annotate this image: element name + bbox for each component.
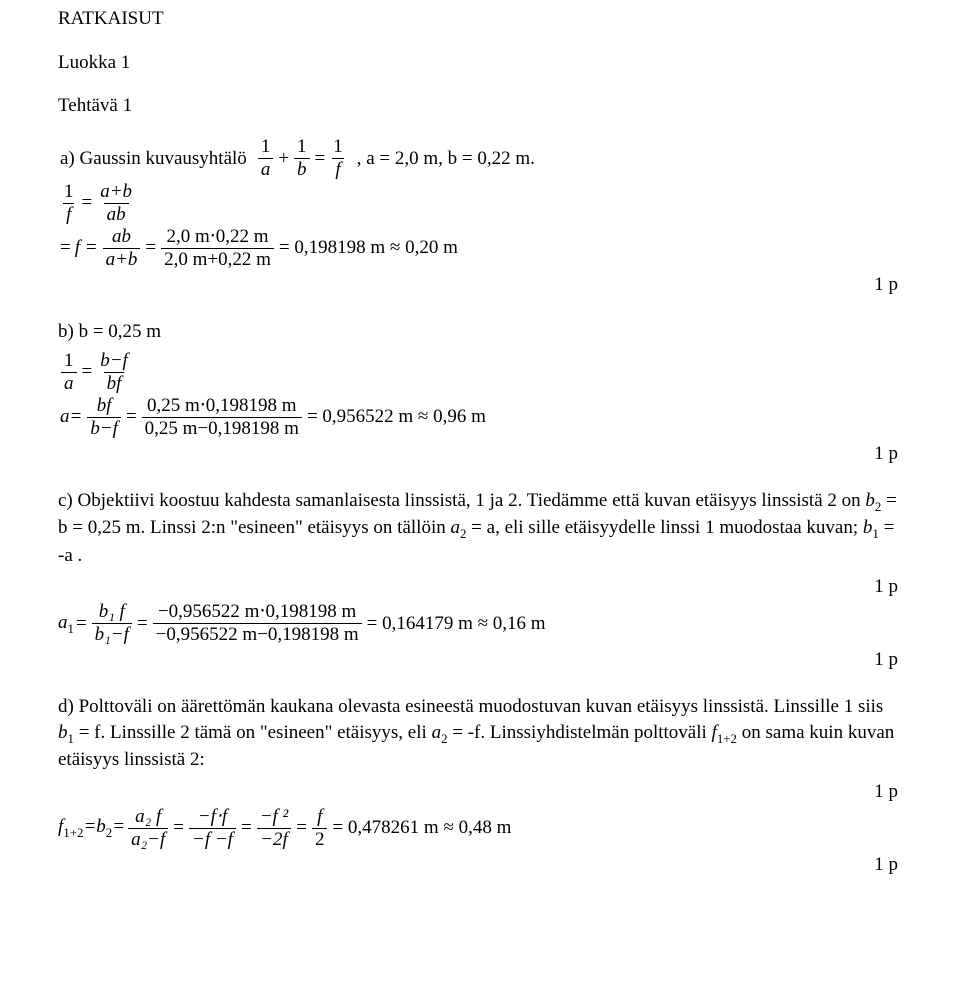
part-b-eq2: a= bf b−f = 0,25 m⋅0,198198 m 0,25 m−0,1… xyxy=(58,396,902,439)
part-a-eq2: 1 f = a+b ab xyxy=(58,182,902,225)
class-heading: Luokka 1 xyxy=(58,50,902,76)
score-d2: 1 p xyxy=(58,852,902,878)
f12-lhs: f1+2 xyxy=(58,814,83,841)
page-title: RATKAISUT xyxy=(58,6,902,32)
part-c-text: c) Objektiivi koostuu kahdesta samanlais… xyxy=(58,488,902,568)
plus-sign: + xyxy=(276,146,291,172)
frac-1-over-a-b: 1 a xyxy=(61,351,77,394)
part-d-result: = 0,478261 m ≈ 0,48 m xyxy=(330,815,513,841)
part-a-eq3: = f = ab a+b = 2,0 m⋅0,22 m 2,0 m+0,22 m… xyxy=(58,227,902,270)
frac-1-over-f-lhs: 1 f xyxy=(61,182,77,225)
eq-sign: = xyxy=(124,404,139,430)
frac-1-over-f: 1 f xyxy=(330,137,346,180)
score-b: 1 p xyxy=(58,441,902,467)
part-b-eq1: 1 a = b−f bf xyxy=(58,351,902,394)
eq-b2: =b2= xyxy=(83,814,125,841)
f-eq: f = xyxy=(73,235,100,261)
score-a: 1 p xyxy=(58,272,902,298)
part-a-result: = 0,198198 m ≈ 0,20 m xyxy=(277,235,460,261)
eq-sign: = xyxy=(135,611,150,637)
frac-1-over-a: 1 a xyxy=(258,137,274,180)
frac-ff: −f⋅f −f −f xyxy=(189,807,236,850)
frac-a2f: a₂ f a₂−f xyxy=(128,807,168,850)
eq-sign: = xyxy=(143,235,158,261)
eq-sign: = xyxy=(80,359,95,385)
part-c-eq: a1 = b₁ f b₁−f = −0,956522 m⋅0,198198 m … xyxy=(58,602,902,645)
part-d-text: d) Polttoväli on äärettömän kaukana olev… xyxy=(58,694,902,773)
part-c-result: = 0,164179 m ≈ 0,16 m xyxy=(365,611,548,637)
score-c1: 1 p xyxy=(58,574,902,600)
frac-ab-rhs: a+b ab xyxy=(97,182,135,225)
eq-sign: = xyxy=(294,815,309,841)
part-a-text: a) Gaussin kuvausyhtälö xyxy=(58,146,249,172)
frac-numeric-c: −0,956522 m⋅0,198198 m −0,956522 m−0,198… xyxy=(153,602,362,645)
frac-ab-over-aplusb: ab a+b xyxy=(103,227,141,270)
part-d-eq: f1+2 =b2= a₂ f a₂−f = −f⋅f −f −f = −f ² … xyxy=(58,807,902,850)
eq-sign: = xyxy=(80,190,95,216)
score-c2: 1 p xyxy=(58,647,902,673)
part-b-intro: b) b = 0,25 m xyxy=(58,319,902,345)
a-eq: a= xyxy=(58,404,84,430)
frac-numeric-b: 0,25 m⋅0,198198 m 0,25 m−0,198198 m xyxy=(142,396,302,439)
task-heading: Tehtävä 1 xyxy=(58,93,902,119)
part-b-result: = 0,956522 m ≈ 0,96 m xyxy=(305,404,488,430)
leading-eq: = xyxy=(58,235,73,261)
frac-numeric-a: 2,0 m⋅0,22 m 2,0 m+0,22 m xyxy=(161,227,274,270)
part-a-intro: a) Gaussin kuvausyhtälö 1 a + 1 b = 1 f … xyxy=(58,137,902,180)
frac-1-over-b: 1 b xyxy=(294,137,310,180)
frac-f2-2f: −f ² −2f xyxy=(257,807,292,850)
score-d1: 1 p xyxy=(58,779,902,805)
eq-sign: = xyxy=(239,815,254,841)
frac-bf: b−f bf xyxy=(97,351,131,394)
frac-b1f: b₁ f b₁−f xyxy=(92,602,132,645)
part-a-given: , a = 2,0 m, b = 0,22 m. xyxy=(355,146,537,172)
frac-bf-over-bmf: bf b−f xyxy=(87,396,121,439)
frac-f-over-2: f 2 xyxy=(312,807,328,850)
a1-lhs: a1 xyxy=(58,610,74,637)
eq-sign: = xyxy=(74,611,89,637)
eq-sign: = xyxy=(171,815,186,841)
eq-sign: = xyxy=(313,146,328,172)
